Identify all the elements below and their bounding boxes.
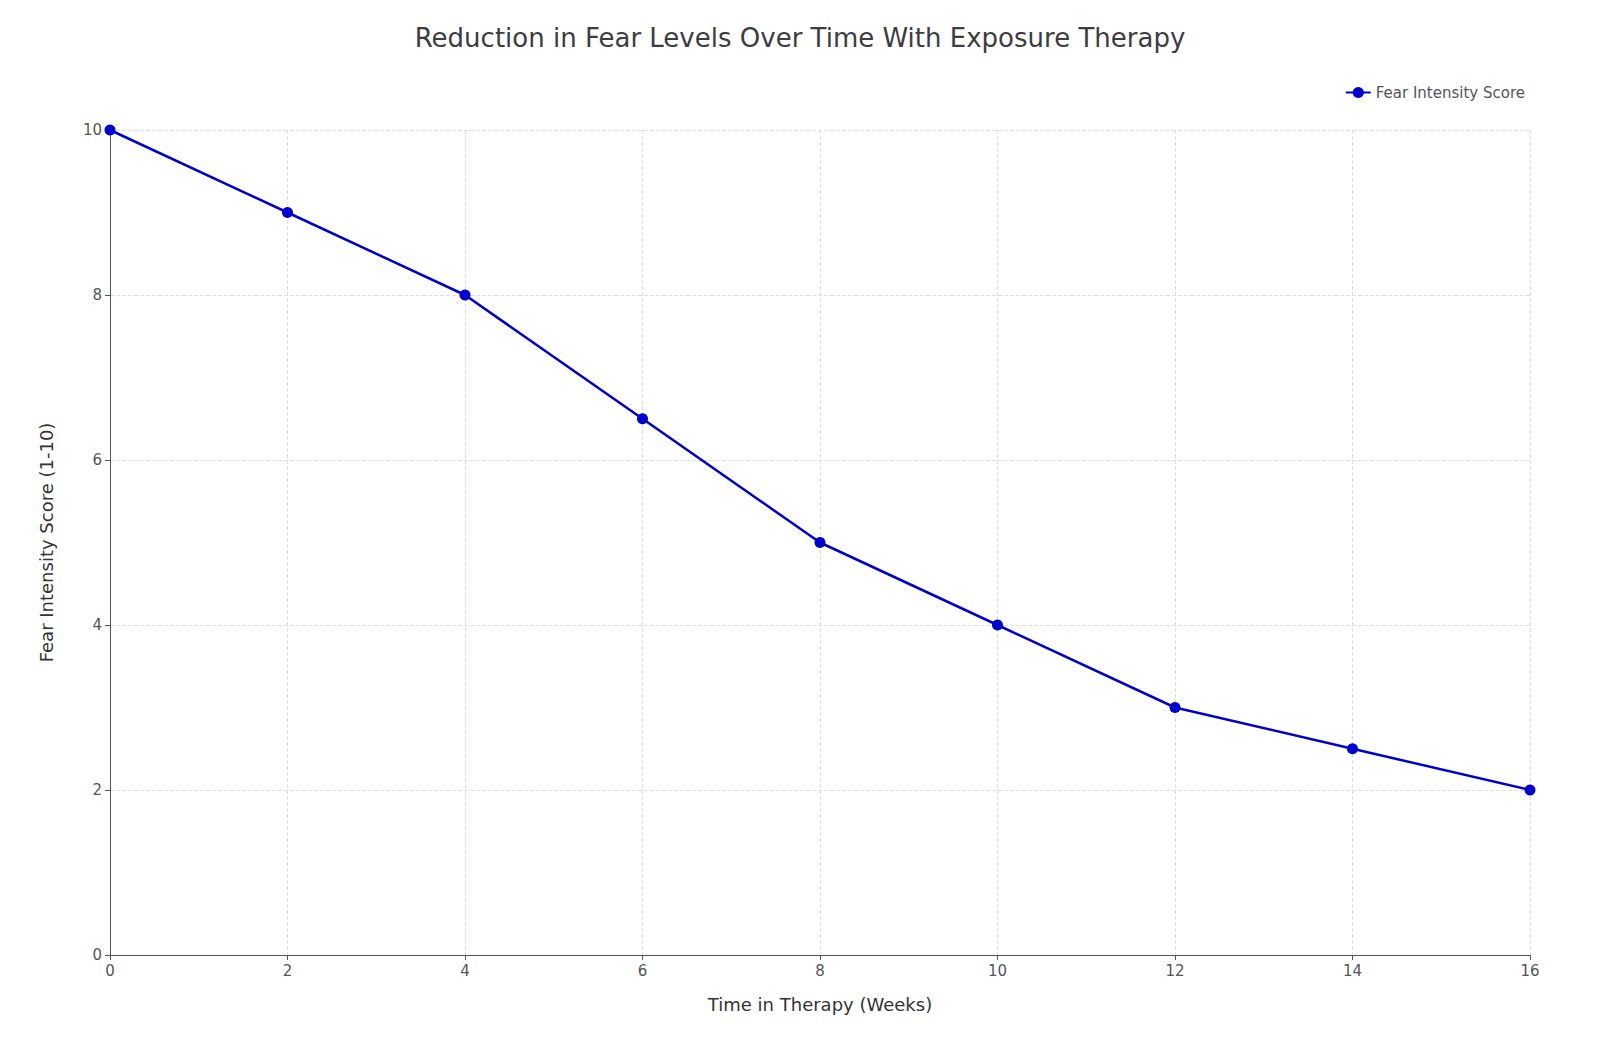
svg-text:10: 10 <box>83 121 102 139</box>
svg-text:8: 8 <box>815 962 825 980</box>
svg-text:Fear Intensity Score (1-10): Fear Intensity Score (1-10) <box>36 423 57 663</box>
svg-text:2: 2 <box>92 781 102 799</box>
svg-text:Reduction in Fear Levels Over: Reduction in Fear Levels Over Time With … <box>415 23 1186 53</box>
svg-text:0: 0 <box>92 946 102 964</box>
svg-text:12: 12 <box>1165 962 1184 980</box>
svg-text:4: 4 <box>460 962 470 980</box>
svg-text:6: 6 <box>638 962 648 980</box>
svg-text:8: 8 <box>92 286 102 304</box>
svg-text:0: 0 <box>105 962 115 980</box>
svg-text:Fear Intensity Score: Fear Intensity Score <box>1376 84 1525 102</box>
svg-text:10: 10 <box>988 962 1007 980</box>
svg-text:14: 14 <box>1343 962 1362 980</box>
svg-text:Time in Therapy (Weeks): Time in Therapy (Weeks) <box>707 994 932 1015</box>
svg-text:4: 4 <box>92 616 102 634</box>
svg-text:16: 16 <box>1520 962 1539 980</box>
svg-text:6: 6 <box>92 451 102 469</box>
svg-text:2: 2 <box>283 962 293 980</box>
